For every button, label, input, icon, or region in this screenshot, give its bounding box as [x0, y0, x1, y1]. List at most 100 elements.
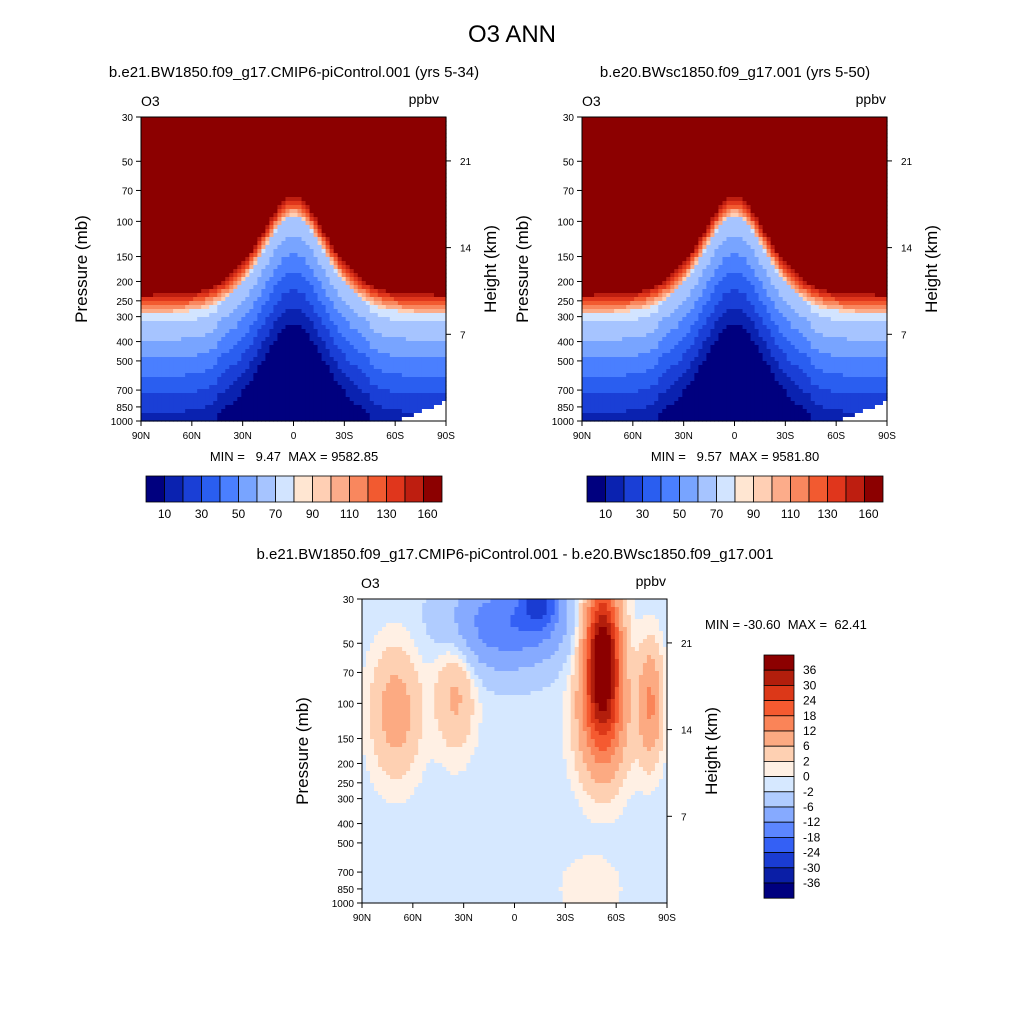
contour-cell: [378, 121, 383, 126]
contour-cell: [257, 157, 262, 162]
contour-cell: [398, 249, 403, 254]
contour-cell: [330, 377, 335, 382]
panel-1-variable: O3: [141, 93, 160, 109]
contour-cell: [426, 309, 431, 314]
contour-cell: [298, 373, 303, 378]
contour-cell: [302, 281, 307, 286]
contour-cell: [434, 265, 439, 270]
contour-cell: [181, 337, 186, 342]
contour-cell: [326, 361, 331, 366]
contour-cell: [430, 257, 435, 262]
contour-cell: [145, 129, 150, 134]
contour-cell: [382, 197, 387, 202]
contour-cell: [366, 289, 371, 294]
contour-cell: [169, 289, 174, 294]
contour-cell: [141, 361, 146, 366]
contour-cell: [338, 221, 343, 226]
contour-cell: [285, 169, 290, 174]
contour-cell: [390, 169, 395, 174]
contour-cell: [281, 273, 286, 278]
contour-cell: [394, 301, 399, 306]
contour-cell: [233, 241, 238, 246]
contour-cell: [314, 277, 319, 282]
contour-cell: [253, 153, 258, 158]
contour-cell: [334, 261, 339, 266]
contour-cell: [330, 133, 335, 138]
contour-cell: [161, 285, 166, 290]
contour-cell: [245, 133, 250, 138]
contour-cell: [257, 373, 262, 378]
contour-cell: [314, 233, 319, 238]
contour-cell: [426, 201, 431, 206]
contour-cell: [398, 265, 403, 270]
contour-cell: [366, 249, 371, 254]
contour-cell: [378, 225, 383, 230]
contour-cell: [378, 261, 383, 266]
contour-cell: [269, 229, 274, 234]
contour-cell: [161, 329, 166, 334]
contour-cell: [265, 161, 270, 166]
contour-cell: [378, 217, 383, 222]
contour-cell: [342, 321, 347, 326]
contour-cell: [330, 369, 335, 374]
contour-cell: [370, 301, 375, 306]
contour-cell: [302, 177, 307, 182]
contour-cell: [362, 345, 367, 350]
contour-cell: [346, 121, 351, 126]
contour-cell: [354, 373, 359, 378]
contour-cell: [269, 353, 274, 358]
contour-cell: [165, 141, 170, 146]
contour-cell: [398, 349, 403, 354]
contour-cell: [414, 153, 419, 158]
contour-cell: [261, 181, 266, 186]
contour-cell: [201, 261, 206, 266]
contour-cell: [273, 181, 278, 186]
contour-cell: [310, 205, 315, 210]
contour-cell: [229, 181, 234, 186]
contour-cell: [249, 213, 254, 218]
contour-cell: [185, 221, 190, 226]
contour-cell: [354, 313, 359, 318]
contour-cell: [257, 165, 262, 170]
contour-cell: [201, 281, 206, 286]
contour-cell: [245, 249, 250, 254]
contour-cell: [326, 129, 331, 134]
contour-cell: [334, 153, 339, 158]
contour-cell: [354, 277, 359, 282]
contour-cell: [386, 145, 391, 150]
contour-cell: [422, 117, 427, 122]
contour-cell: [374, 149, 379, 154]
contour-cell: [374, 321, 379, 326]
contour-cell: [390, 349, 395, 354]
contour-cell: [342, 193, 347, 198]
contour-cell: [430, 225, 435, 230]
contour-cell: [201, 365, 206, 370]
contour-cell: [225, 145, 230, 150]
contour-cell: [209, 325, 214, 330]
contour-cell: [149, 333, 154, 338]
contour-cell: [426, 369, 431, 374]
contour-cell: [330, 277, 335, 282]
contour-cell: [197, 353, 202, 358]
contour-cell: [310, 341, 315, 346]
contour-cell: [177, 145, 182, 150]
contour-cell: [322, 265, 327, 270]
contour-cell: [273, 285, 278, 290]
contour-cell: [298, 141, 303, 146]
contour-cell: [294, 353, 299, 358]
contour-cell: [237, 289, 242, 294]
contour-cell: [294, 277, 299, 282]
contour-cell: [141, 225, 146, 230]
contour-cell: [181, 361, 186, 366]
contour-cell: [161, 353, 166, 358]
contour-cell: [185, 337, 190, 342]
contour-cell: [205, 249, 210, 254]
contour-cell: [273, 157, 278, 162]
contour-cell: [237, 305, 242, 310]
contour-cell: [189, 249, 194, 254]
contour-cell: [402, 333, 407, 338]
contour-cell: [434, 321, 439, 326]
contour-cell: [306, 153, 311, 158]
contour-cell: [237, 377, 242, 382]
contour-cell: [229, 361, 234, 366]
